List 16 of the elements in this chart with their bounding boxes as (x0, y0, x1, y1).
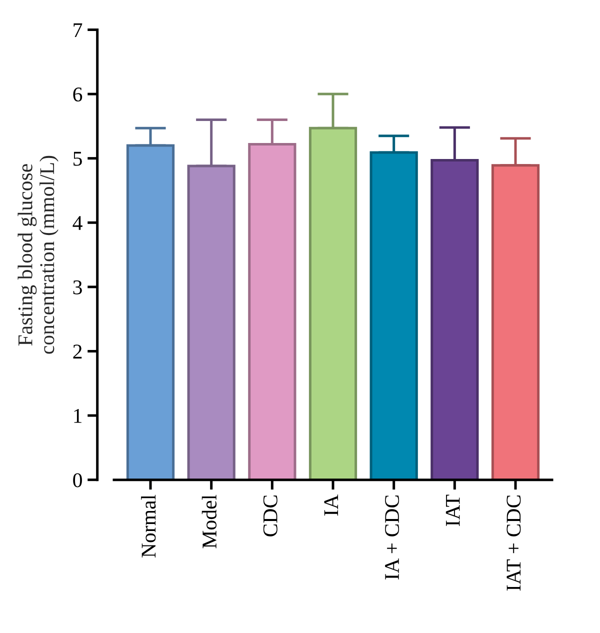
x-tick-label: IA (324, 494, 338, 516)
x-tick-label: Normal (141, 494, 156, 558)
y-tick-label: 4 (72, 216, 82, 230)
y-tick-label: 3 (73, 280, 82, 294)
y-tick-label: 1 (74, 408, 82, 423)
y-tick-label: 2 (73, 344, 82, 358)
x-tick-label: Model (202, 494, 217, 548)
x-tick-label: IA + CDC (385, 496, 400, 580)
y-tick-label: 0 (73, 473, 82, 488)
y-tick-label: 7 (74, 23, 82, 37)
y-tick-label: 6 (73, 87, 82, 102)
x-tick-label: IAT (446, 494, 460, 526)
y-axis-title: Fasting blood glucose concentration (mmol/L) (18, 156, 58, 354)
x-tick-label: IAT + CDC (506, 496, 521, 591)
y-tick-label: 5 (74, 152, 82, 166)
x-tick-label: CDC (263, 496, 278, 536)
